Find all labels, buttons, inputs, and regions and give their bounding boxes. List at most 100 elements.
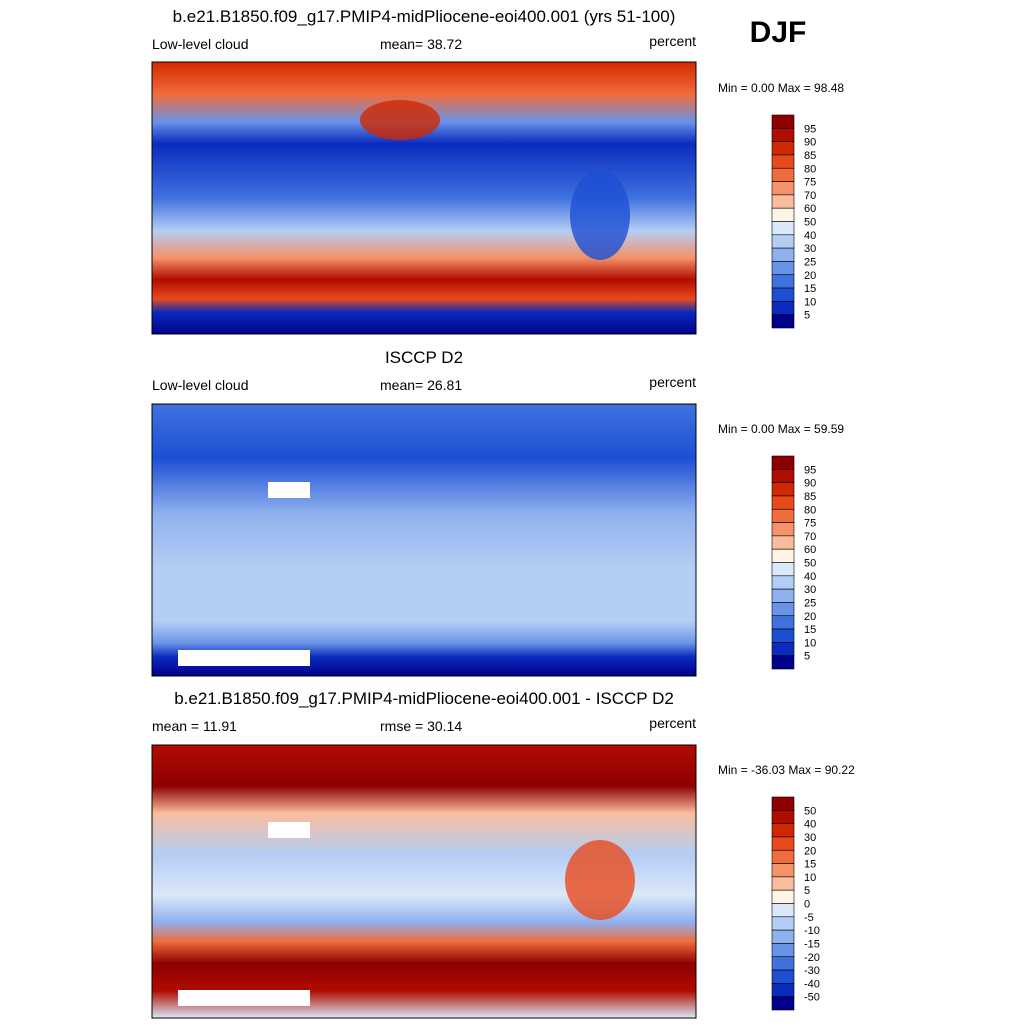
colorbar-box: [771, 495, 795, 510]
colorbar-label: 15: [804, 624, 816, 636]
right-label: percent: [649, 33, 696, 49]
colorbar-label: 50: [804, 805, 816, 817]
colorbar-box: [771, 889, 795, 904]
colorbar-label: 10: [804, 872, 816, 884]
colorbar-box: [771, 562, 795, 577]
colorbar-box: [771, 956, 795, 971]
colorbar-label: 95: [804, 464, 816, 476]
colorbar-box: [771, 642, 795, 656]
colorbar-box: [771, 234, 795, 249]
colorbar-box: [771, 154, 795, 169]
colorbar-label: 10: [804, 637, 816, 649]
left-label: Low-level cloud: [152, 377, 249, 393]
colorbar-box: [771, 588, 795, 603]
colorbar-box: [771, 796, 795, 811]
center-label: mean= 26.81: [380, 377, 462, 393]
colorbar-label: 90: [804, 478, 816, 490]
colorbar-label: 85: [804, 491, 816, 503]
min-max: Min = -36.03 Max = 90.22: [718, 763, 855, 777]
colorbar-label: 30: [804, 243, 816, 255]
colorbar-box: [771, 301, 795, 315]
min-max: Min = 0.00 Max = 98.48: [718, 81, 844, 95]
colorbar-box: [771, 602, 795, 617]
colorbar-box: [771, 482, 795, 497]
colorbar-box: [771, 221, 795, 236]
colorbar-label: 70: [804, 531, 816, 543]
colorbar-label: 60: [804, 544, 816, 556]
colorbar-box: [771, 996, 795, 1011]
colorbar-label: 90: [804, 137, 816, 149]
right-label: percent: [649, 715, 696, 731]
colorbar-box: [771, 929, 795, 944]
colorbar-label: 40: [804, 571, 816, 583]
colorbar-label: 80: [804, 163, 816, 175]
colorbar-label: 50: [804, 217, 816, 229]
colorbar-box: [771, 823, 795, 838]
colorbar-label: 10: [804, 296, 816, 308]
colorbar-label: 25: [804, 256, 816, 268]
panel-title: ISCCP D2: [385, 348, 463, 367]
colorbar-label: 5: [804, 885, 810, 897]
colorbar-box: [771, 655, 795, 670]
colorbar-box: [771, 916, 795, 931]
colorbar-box: [771, 455, 795, 470]
colorbar-label: 25: [804, 597, 816, 609]
map-1: [151, 61, 697, 335]
colorbar-label: -30: [804, 965, 820, 977]
colorbar-box: [771, 167, 795, 182]
colorbar-box: [771, 575, 795, 590]
panel-title: b.e21.B1850.f09_g17.PMIP4-midPliocene-eo…: [173, 7, 676, 26]
colorbar-box: [771, 181, 795, 196]
panel-title: b.e21.B1850.f09_g17.PMIP4-midPliocene-eo…: [174, 689, 674, 708]
colorbar-label: 60: [804, 203, 816, 215]
colorbar-box: [771, 141, 795, 156]
colorbar-box: [771, 548, 795, 563]
colorbar-label: 40: [804, 230, 816, 242]
colorbar-label: 20: [804, 270, 816, 282]
min-max: Min = 0.00 Max = 59.59: [718, 422, 844, 436]
colorbar-box: [771, 469, 795, 483]
colorbar-box: [771, 615, 795, 630]
colorbar-label: 5: [804, 310, 810, 322]
colorbar-box: [771, 969, 795, 984]
colorbar-box: [771, 522, 795, 537]
colorbar-label: 85: [804, 150, 816, 162]
colorbar-box: [771, 849, 795, 864]
colorbar-box: [771, 628, 795, 643]
season: DJF: [750, 16, 807, 49]
map-3: [151, 744, 697, 1019]
colorbar-label: -40: [804, 978, 820, 990]
colorbar-label: 20: [804, 611, 816, 623]
colorbar-label: -50: [804, 992, 820, 1004]
colorbar-box: [771, 314, 795, 329]
colorbar-label: 30: [804, 832, 816, 844]
center-label: rmse = 30.14: [380, 718, 462, 734]
colorbar-box: [771, 247, 795, 262]
map-2: [151, 403, 697, 677]
colorbar-box: [771, 261, 795, 276]
colorbar-label: 70: [804, 190, 816, 202]
colorbar-label: 95: [804, 123, 816, 135]
colorbar-box: [771, 128, 795, 142]
colorbar-label: 30: [804, 584, 816, 596]
right-label: percent: [649, 374, 696, 390]
colorbar-label: 20: [804, 845, 816, 857]
colorbar-label: 15: [804, 283, 816, 295]
colorbar-box: [771, 287, 795, 302]
colorbar-box: [771, 863, 795, 878]
colorbar-label: 0: [804, 899, 810, 911]
colorbar-label: 5: [804, 651, 810, 663]
left-label: mean = 11.91: [152, 718, 237, 734]
colorbar-label: -10: [804, 925, 820, 937]
colorbar-label: 80: [804, 504, 816, 516]
colorbar-label: 75: [804, 177, 816, 189]
colorbar-box: [771, 274, 795, 289]
colorbar-box: [771, 114, 795, 129]
center-label: mean= 38.72: [380, 36, 462, 52]
colorbar-box: [771, 943, 795, 958]
colorbar-box: [771, 903, 795, 918]
colorbar-box: [771, 508, 795, 523]
colorbar-label: 50: [804, 558, 816, 570]
colorbar-label: -15: [804, 938, 820, 950]
